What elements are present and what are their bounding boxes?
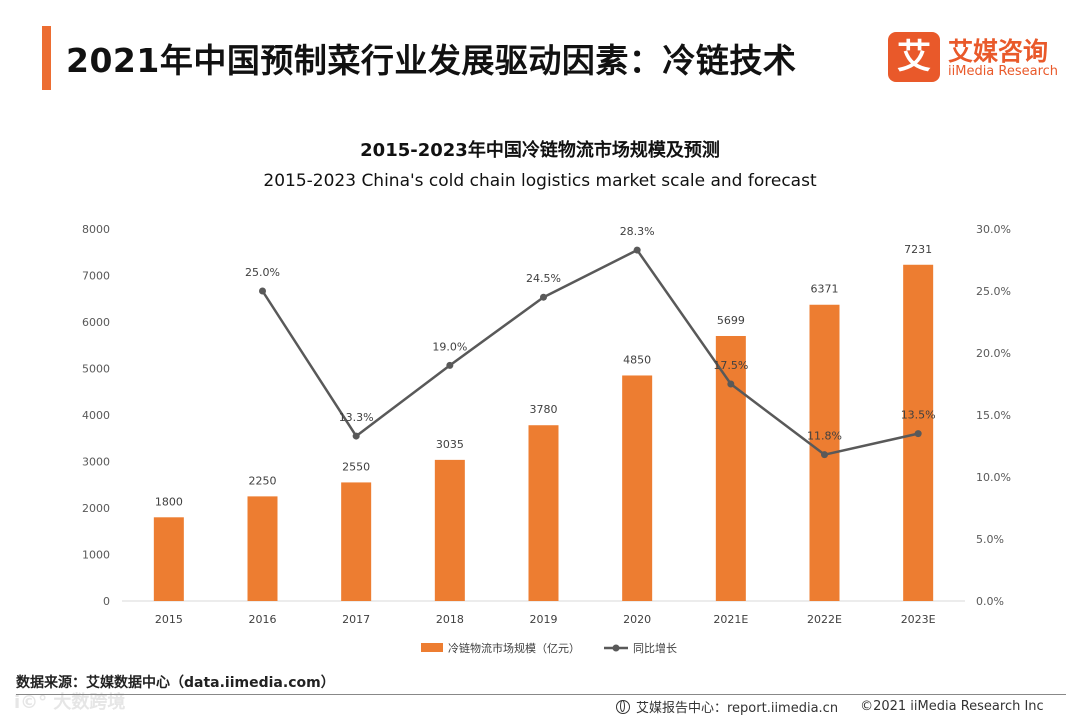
bar-2018: [434, 459, 465, 601]
footer-divider: [16, 694, 1066, 695]
data-source: 数据来源：艾媒数据中心（data.iimedia.com）: [16, 675, 335, 691]
report-center-link[interactable]: 艾媒报告中心：report.iimedia.cn: [636, 701, 839, 716]
legend-bar-label: 冷链物流市场规模（亿元）: [448, 641, 580, 655]
bar-label-2016: 2250: [249, 474, 277, 487]
bar-label-2018: 3035: [436, 438, 464, 451]
bar-label-2022E: 6371: [811, 283, 839, 296]
y-right-tick-label: 15.0%: [976, 409, 1011, 422]
x-tick-label: 2020: [623, 613, 651, 626]
growth-label-2017: 13.3%: [339, 411, 374, 424]
y-right-tick-label: 0.0%: [976, 595, 1004, 608]
growth-label-2016: 25.0%: [245, 266, 280, 279]
bar-label-2023E: 7231: [904, 243, 932, 256]
y-left-tick-label: 3000: [82, 456, 110, 469]
x-tick-label: 2019: [530, 613, 558, 626]
growth-point-2016: [259, 287, 266, 295]
globe-icon: [616, 699, 630, 714]
iimedia-logo: 艾 艾媒咨询 iiMedia Research: [888, 30, 1068, 86]
y-right-tick-label: 30.0%: [976, 223, 1011, 236]
growth-point-2019: [540, 293, 547, 301]
growth-label-2018: 19.0%: [432, 340, 467, 353]
x-tick-label: 2017: [342, 613, 370, 626]
y-left-tick-label: 5000: [82, 363, 110, 376]
bar-2021E: [715, 335, 746, 601]
bar-2019: [528, 425, 559, 601]
growth-label-2023E: 13.5%: [901, 409, 936, 422]
legend-line-marker: [612, 644, 620, 652]
growth-label-2019: 24.5%: [526, 272, 561, 285]
y-right-tick-label: 25.0%: [976, 285, 1011, 298]
y-left-tick-label: 4000: [82, 409, 110, 422]
legend-bar-swatch: [421, 643, 443, 652]
y-left-tick-label: 0: [103, 595, 110, 608]
growth-label-2021E: 17.5%: [713, 359, 748, 372]
bar-label-2021E: 5699: [717, 314, 745, 327]
y-left-tick-label: 2000: [82, 502, 110, 515]
growth-line: [261, 248, 919, 456]
x-tick-label: 2022E: [807, 613, 842, 626]
y-left-tick-label: 1000: [82, 549, 110, 562]
bar-label-2017: 2550: [342, 460, 370, 473]
x-tick-label: 2015: [155, 613, 183, 626]
growth-point-2018: [446, 361, 454, 369]
x-tick-label: 2021E: [713, 613, 748, 626]
growth-label-2022E: 11.8%: [807, 430, 842, 443]
footer-credits: 艾媒报告中心：report.iimedia.cn ©2021 iiMedia R…: [616, 697, 1044, 716]
growth-point-2022E: [821, 451, 828, 459]
bar-label-2020: 4850: [623, 353, 651, 366]
y-left-tick-label: 7000: [82, 270, 110, 283]
bar-label-2015: 1800: [155, 495, 183, 508]
x-tick-label: 2018: [436, 613, 464, 626]
growth-point-2023E: [914, 430, 922, 438]
logo-name-en: iiMedia Research: [948, 64, 1059, 79]
y-right-tick-label: 20.0%: [976, 347, 1011, 360]
bar-label-2019: 3780: [530, 403, 558, 416]
legend-line-label: 同比增长: [633, 641, 677, 655]
y-left-tick-label: 8000: [82, 223, 110, 236]
chart-subtitle: 2015-2023 China's cold chain logistics m…: [263, 171, 817, 191]
growth-point-2021E: [727, 380, 735, 388]
growth-point-2020: [633, 246, 641, 254]
title-accent-bar: [42, 26, 51, 90]
y-right-tick-label: 5.0%: [976, 533, 1004, 546]
growth-label-2020: 28.3%: [620, 225, 655, 238]
x-tick-label: 2016: [249, 613, 277, 626]
x-tick-label: 2023E: [901, 613, 936, 626]
logo-mark: 艾: [888, 32, 940, 82]
logo-name-cn: 艾媒咨询: [948, 37, 1049, 66]
copyright: ©2021 iiMedia Research Inc: [860, 699, 1044, 714]
bar-2017: [341, 482, 372, 601]
growth-point-2017: [352, 432, 360, 440]
watermark: i©° 大数跨境: [14, 692, 126, 713]
bar-2015: [153, 517, 184, 601]
y-right-tick-label: 10.0%: [976, 471, 1011, 484]
y-left-tick-label: 6000: [82, 316, 110, 329]
chart-title: 2015-2023年中国冷链物流市场规模及预测: [360, 140, 720, 161]
bar-2020: [622, 375, 653, 601]
bar-2016: [247, 496, 278, 601]
page-title: 2021年中国预制菜行业发展驱动因素：冷链技术: [66, 41, 797, 80]
